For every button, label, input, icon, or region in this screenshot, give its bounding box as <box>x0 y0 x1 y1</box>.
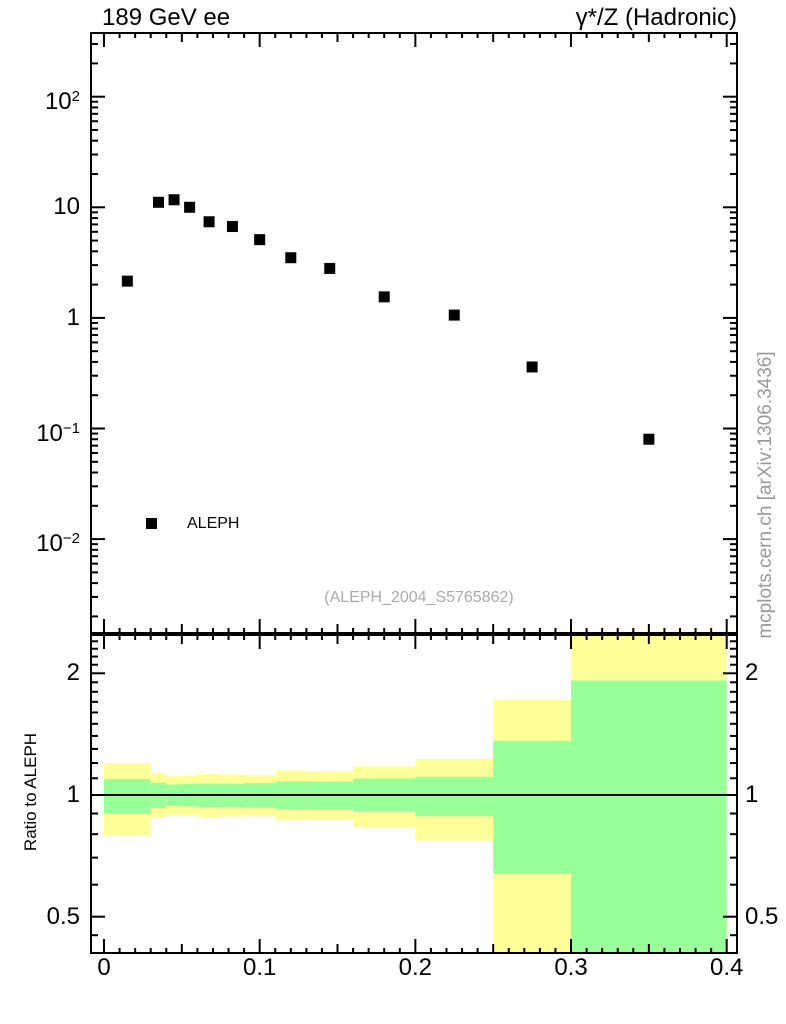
data-point-marker <box>184 201 196 213</box>
ratio-band-inner <box>493 740 572 874</box>
x-tick-label: 0.4 <box>710 954 744 981</box>
ratio-band-inner <box>104 779 151 814</box>
data-point-marker <box>152 196 164 208</box>
main-y-tick-label: 10 <box>53 193 80 221</box>
main-frame <box>90 32 738 634</box>
legend-label-aleph: ALEPH <box>187 515 240 532</box>
ratio-y-tick-label-right: 1 <box>745 781 759 808</box>
data-point-marker <box>285 252 297 264</box>
title-beam-energy: 189 GeV ee <box>102 4 231 31</box>
ratio-y-tick-label-left: 0.5 <box>46 902 80 930</box>
data-point-marker <box>254 234 266 246</box>
main-y-tick-label: 102 <box>44 87 80 115</box>
title-process: γ*/Z (Hadronic) <box>575 4 737 31</box>
data-point-marker <box>324 262 336 274</box>
ratio-y-tick-label-right: 2 <box>745 659 759 687</box>
main-y-tick-label: 10−2 <box>36 530 80 558</box>
data-point-marker <box>643 433 655 445</box>
data-point-marker <box>203 216 215 228</box>
data-point-marker <box>526 361 538 373</box>
ratio-band-inner <box>571 680 727 952</box>
data-point-marker <box>226 221 238 233</box>
x-tick-label: 0 <box>97 954 111 981</box>
ratio-band-inner <box>415 776 494 817</box>
main-y-tick-label: 10−1 <box>36 419 80 447</box>
x-tick-label: 0.3 <box>554 954 588 981</box>
x-tick-label: 0.2 <box>398 954 433 981</box>
ratio-y-tick-label-left: 2 <box>66 659 80 687</box>
analysis-watermark: (ALEPH_2004_S5765862) <box>324 589 514 606</box>
data-point-marker <box>121 275 133 287</box>
data-point-marker <box>378 291 390 303</box>
data-point-marker <box>168 194 180 206</box>
mcplots-arxiv-note: mcplots.cern.ch [arXiv:1306.3436] <box>755 351 776 639</box>
x-tick-label: 0.1 <box>242 954 277 981</box>
main-y-tick-label: 1 <box>66 303 80 331</box>
ratio-y-tick-label-right: 0.5 <box>745 902 779 930</box>
legend-marker-square <box>146 518 157 529</box>
data-point-marker <box>448 309 460 321</box>
ratio-y-tick-label-left: 1 <box>66 781 80 808</box>
